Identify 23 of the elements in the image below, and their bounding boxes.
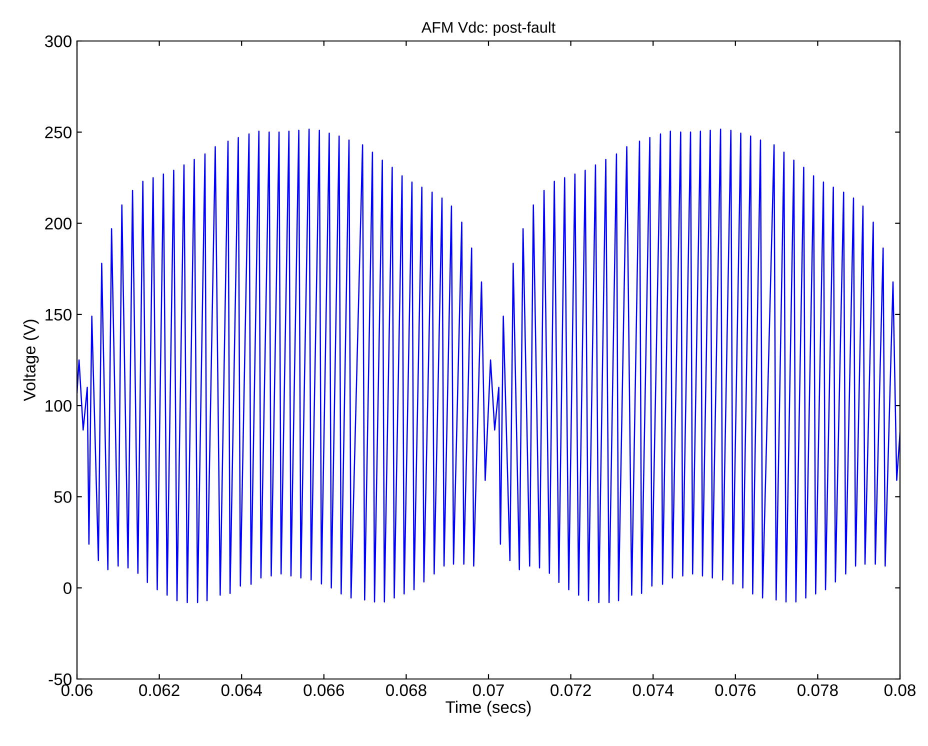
x-tick-label: 0.06	[61, 684, 92, 696]
y-tick-label: -50	[48, 673, 72, 686]
x-tick-label: 0.072	[550, 684, 591, 696]
x-tick-label: 0.07	[472, 684, 504, 696]
x-tick-label: 0.068	[386, 684, 426, 696]
x-tick-label: 0.062	[139, 684, 180, 696]
x-axis-title: Time (secs)	[446, 700, 531, 716]
x-tick-label: 0.076	[715, 684, 756, 696]
x-tick-label: 0.064	[221, 684, 262, 696]
y-tick-label: 0	[64, 582, 72, 594]
y-tick-label: 150	[46, 308, 72, 321]
chart-title: AFM Vdc: post-fault	[421, 22, 556, 36]
line-series	[77, 128, 900, 604]
x-tick-label: 0.078	[798, 684, 838, 696]
y-tick-label: 100	[46, 400, 72, 412]
y-axis-title: Voltage (V)	[23, 320, 39, 402]
x-tick-label: 0.066	[304, 684, 344, 696]
y-tick-label: 50	[54, 491, 72, 503]
x-tick-label: 0.08	[884, 684, 916, 696]
x-tick-label: 0.074	[632, 684, 674, 696]
y-tick-label: 300	[44, 35, 72, 48]
y-tick-label: 200	[45, 218, 72, 230]
y-tick-label: 250	[45, 126, 72, 138]
